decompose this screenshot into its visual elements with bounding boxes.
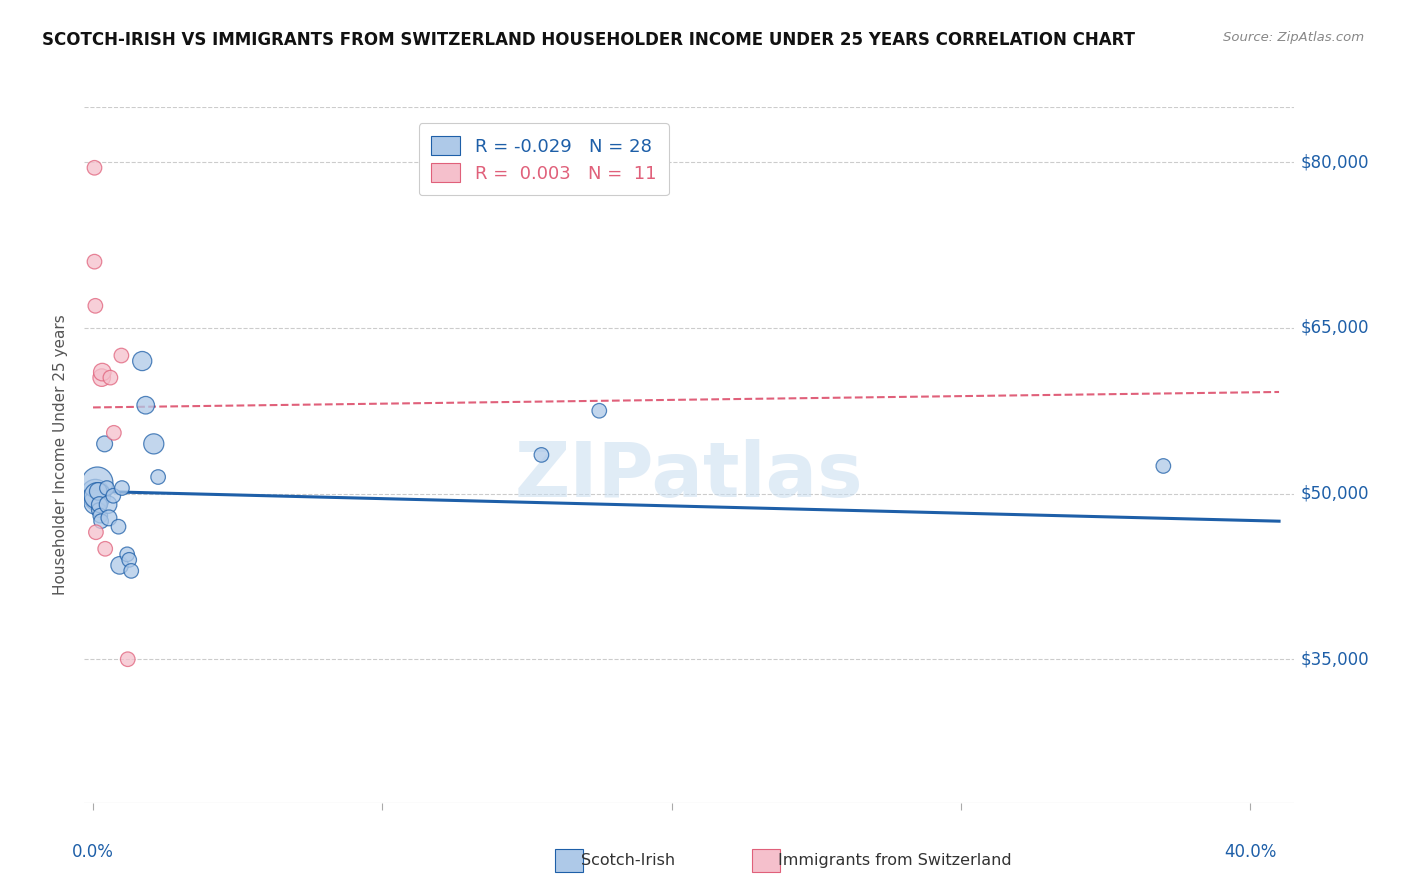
Point	[103, 425, 125, 440]
Text: $65,000: $65,000	[1301, 319, 1369, 337]
Point	[84, 492, 107, 507]
Point	[83, 161, 105, 175]
Point	[108, 558, 131, 573]
FancyBboxPatch shape	[555, 849, 583, 872]
Point	[84, 525, 107, 540]
Legend: R = -0.029   N = 28, R =  0.003   N =  11: R = -0.029 N = 28, R = 0.003 N = 11	[419, 123, 669, 195]
Y-axis label: Householder Income Under 25 years: Householder Income Under 25 years	[53, 315, 69, 595]
Point	[115, 547, 138, 561]
Point	[89, 508, 111, 523]
Point	[87, 503, 110, 517]
Point	[120, 564, 142, 578]
Text: $80,000: $80,000	[1301, 153, 1369, 171]
Text: Source: ZipAtlas.com: Source: ZipAtlas.com	[1223, 31, 1364, 45]
Point	[84, 299, 107, 313]
Text: $50,000: $50,000	[1301, 484, 1369, 502]
FancyBboxPatch shape	[752, 849, 780, 872]
Point	[97, 498, 120, 512]
Text: 0.0%: 0.0%	[72, 843, 114, 861]
Point	[110, 349, 132, 363]
Point	[107, 519, 129, 533]
Point	[131, 354, 153, 368]
Point	[118, 553, 141, 567]
Point	[91, 365, 114, 379]
Point	[86, 489, 108, 503]
Text: SCOTCH-IRISH VS IMMIGRANTS FROM SWITZERLAND HOUSEHOLDER INCOME UNDER 25 YEARS CO: SCOTCH-IRISH VS IMMIGRANTS FROM SWITZERL…	[42, 31, 1135, 49]
Point	[93, 437, 115, 451]
Point	[1152, 458, 1174, 473]
Point	[83, 254, 105, 268]
Point	[96, 481, 118, 495]
Text: 40.0%: 40.0%	[1225, 843, 1277, 861]
Point	[87, 484, 110, 499]
Point	[111, 481, 134, 495]
Text: Immigrants from Switzerland: Immigrants from Switzerland	[778, 854, 1011, 868]
Point	[89, 498, 111, 512]
Point	[588, 403, 610, 417]
Point	[142, 437, 165, 451]
Point	[135, 398, 157, 412]
Point	[90, 514, 112, 528]
Text: Scotch-Irish: Scotch-Irish	[581, 854, 675, 868]
Point	[103, 489, 125, 503]
Point	[84, 495, 107, 509]
Point	[90, 370, 112, 384]
Point	[86, 475, 108, 490]
Text: ZIPatlas: ZIPatlas	[515, 439, 863, 513]
Point	[97, 511, 120, 525]
Point	[146, 470, 169, 484]
Point	[117, 652, 139, 666]
Point	[84, 486, 107, 500]
Point	[530, 448, 553, 462]
Point	[100, 370, 122, 384]
Text: $35,000: $35,000	[1301, 650, 1369, 668]
Point	[94, 541, 117, 556]
